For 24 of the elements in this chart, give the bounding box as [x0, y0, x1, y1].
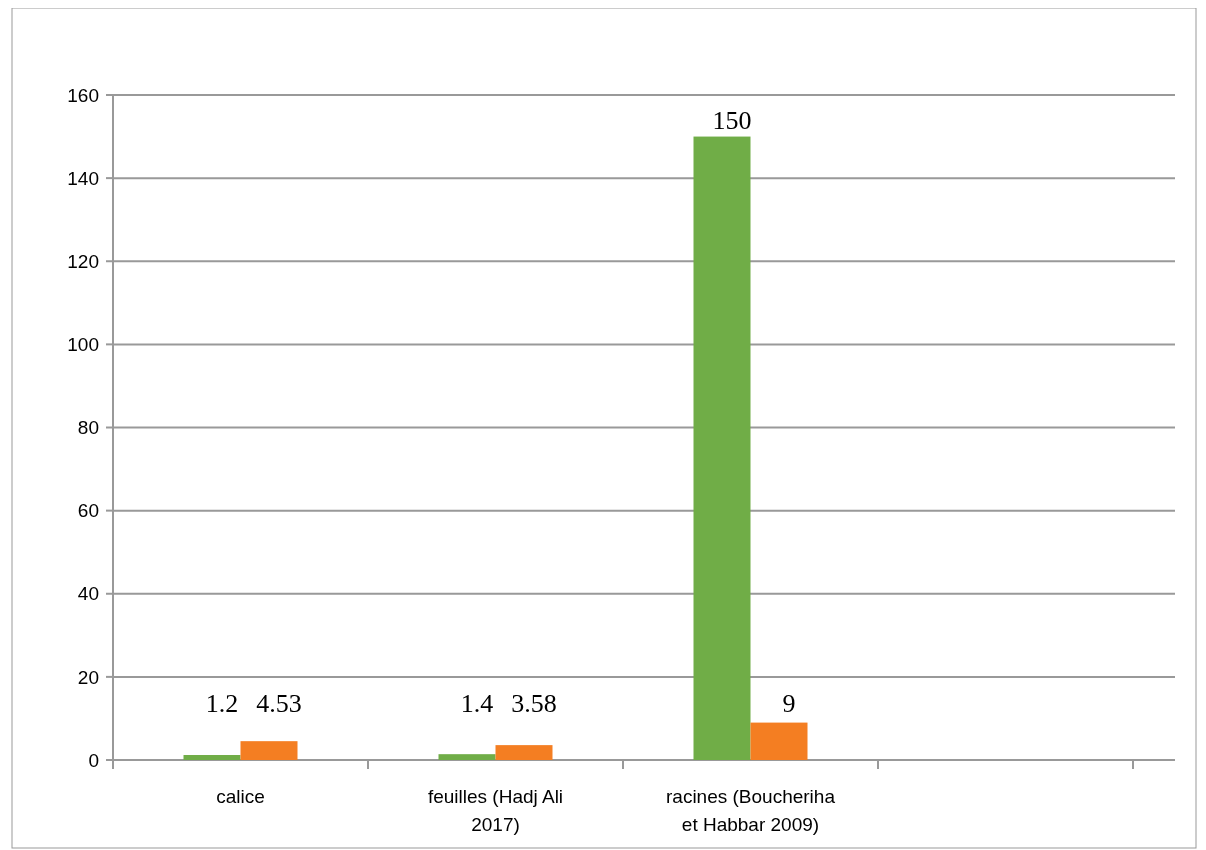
- bar: [438, 754, 496, 760]
- data-label: 150: [712, 105, 752, 135]
- bar: [183, 755, 241, 760]
- y-tick-label: 60: [77, 500, 99, 522]
- y-tick-label: 160: [67, 84, 99, 106]
- bar: [693, 136, 751, 760]
- y-tick-label: 40: [77, 583, 99, 605]
- bar: [750, 722, 808, 760]
- data-label: 4.53: [256, 689, 302, 718]
- y-tick-label: 20: [77, 666, 99, 688]
- data-label: 1.4: [460, 689, 494, 718]
- y-tick-label: 0: [88, 749, 99, 771]
- x-tick-label: racines (Boucheriha et Habbar 2009): [666, 786, 836, 835]
- y-tick-label: 100: [67, 334, 99, 356]
- x-tick-label: feuilles (Hadj Ali 2017): [427, 786, 564, 835]
- data-label: 3.58: [511, 689, 557, 718]
- y-tick-label: 140: [67, 167, 99, 189]
- data-label: 9: [782, 689, 796, 718]
- data-label: 1.2: [205, 689, 239, 718]
- bar: [240, 741, 298, 760]
- y-tick-label: 80: [77, 417, 99, 439]
- x-tick-label: calice: [216, 786, 265, 807]
- y-tick-label: 120: [67, 250, 99, 272]
- bar: [495, 745, 553, 760]
